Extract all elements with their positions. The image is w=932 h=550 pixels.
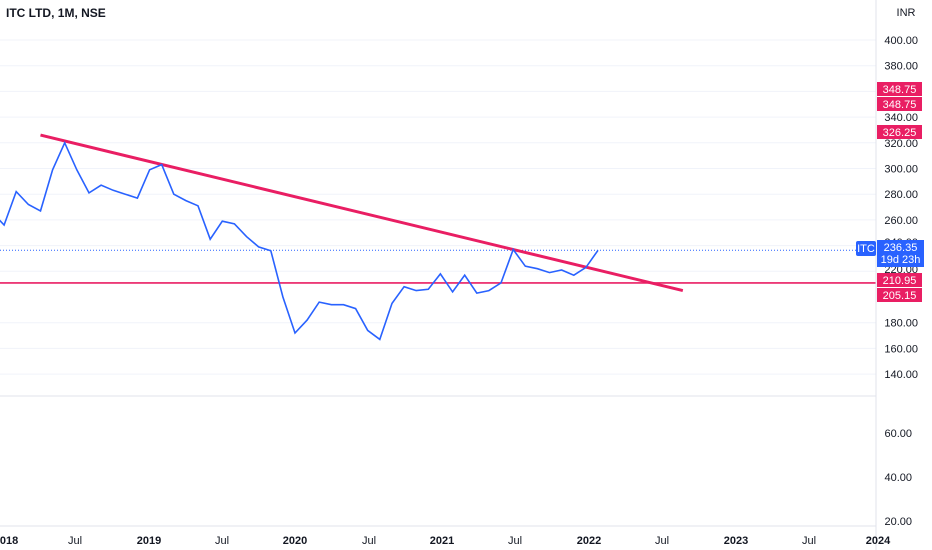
price-tick-label: 160.00 [884, 343, 918, 355]
price-tick-label: 320.00 [884, 138, 918, 150]
price-tick-label: 280.00 [884, 189, 918, 201]
time-tick-label: 2018 [0, 535, 18, 547]
svg-text:236.35: 236.35 [884, 242, 918, 254]
lower-tick-label: 40.00 [884, 472, 912, 484]
time-tick-label: 2023 [724, 535, 748, 547]
time-tick-label: 2021 [430, 535, 454, 547]
svg-text:348.75: 348.75 [883, 99, 917, 111]
price-tick-label: 400.00 [884, 35, 918, 47]
grid [0, 39, 876, 375]
time-tick-label: 2019 [137, 535, 161, 547]
price-tick-label: 140.00 [884, 369, 918, 381]
time-tick-label: 2022 [577, 535, 601, 547]
time-axis[interactable]: 2018 Jul 2019 Jul 2020 Jul 2021 Jul 2022 Jul 2023 J… [0, 535, 891, 547]
lower-label: 205.15 [877, 288, 922, 302]
price-line [0, 140, 599, 341]
svg-text:205.15: 205.15 [883, 290, 917, 302]
time-tick-label: 2024 [866, 535, 891, 547]
svg-text:348.75: 348.75 [883, 84, 917, 96]
price-tick-label: 180.00 [884, 318, 918, 330]
price-tick-label: 380.00 [884, 61, 918, 73]
time-tick-label: Jul [508, 535, 522, 547]
time-tick-label: Jul [215, 535, 229, 547]
marker-348-b: 348.75 [877, 97, 922, 111]
trend-line[interactable] [40, 133, 684, 293]
price-tick-label: 300.00 [884, 164, 918, 176]
marker-348-a: 348.75 [877, 82, 922, 96]
svg-text:326.25: 326.25 [883, 127, 917, 139]
currency-label: INR [897, 7, 916, 19]
marker-326: 326.25 [877, 125, 922, 139]
current-price-label: 236.35 19d 23h [877, 240, 924, 267]
time-tick-label: Jul [362, 535, 376, 547]
svg-text:19d 23h: 19d 23h [881, 254, 921, 266]
symbol-badge: ITC [856, 241, 876, 256]
lower-tick-label: 60.00 [884, 428, 912, 440]
support-label: 210.95 [877, 273, 922, 287]
chart-title: ITC LTD, 1M, NSE [6, 6, 106, 20]
svg-text:210.95: 210.95 [883, 275, 917, 287]
lower-tick-label: 20.00 [884, 516, 912, 528]
price-tick-label: 340.00 [884, 112, 918, 124]
time-tick-label: 2020 [283, 535, 307, 547]
time-tick-label: Jul [655, 535, 669, 547]
price-tick-label: 260.00 [884, 215, 918, 227]
svg-text:ITC: ITC [857, 243, 875, 255]
time-tick-label: Jul [68, 535, 82, 547]
time-tick-label: Jul [802, 535, 816, 547]
